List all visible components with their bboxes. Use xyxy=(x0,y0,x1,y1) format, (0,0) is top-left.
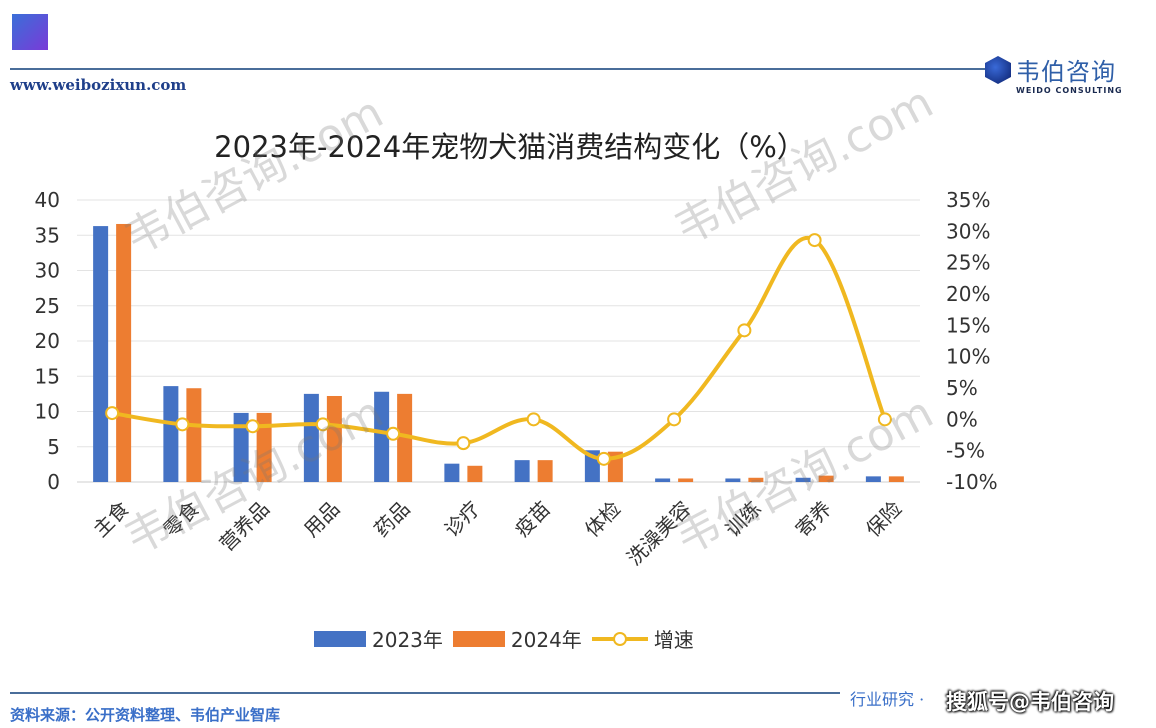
bar-2024 xyxy=(116,223,132,482)
growth-point xyxy=(105,406,120,421)
y-right-tick-label: 10% xyxy=(946,345,990,369)
x-tick-label: 主食 xyxy=(88,496,133,541)
legend-2023: 2023年 xyxy=(314,624,443,653)
x-tick-label: 训练 xyxy=(721,496,766,541)
corner-decoration xyxy=(12,14,48,50)
growth-point xyxy=(877,412,892,427)
y-left-tick-label: 20 xyxy=(35,329,60,353)
x-tick-label: 药品 xyxy=(369,496,414,541)
logo-text: 韦伯咨询 xyxy=(1016,58,1116,86)
footer-tagline: 行业研究 · xyxy=(850,690,925,709)
growth-point xyxy=(456,436,471,451)
y-right-tick-label: 20% xyxy=(946,282,990,306)
bar-2024 xyxy=(537,460,553,482)
y-left-tick-label: 15 xyxy=(35,364,60,388)
y-right-tick-label: -10% xyxy=(946,470,998,494)
bar-2023 xyxy=(514,460,530,482)
y-left-tick-label: 10 xyxy=(35,400,60,424)
footer-divider xyxy=(10,692,840,694)
y-right-tick-label: 35% xyxy=(946,188,990,212)
bar-2024 xyxy=(326,395,342,482)
x-tick-label: 保险 xyxy=(861,496,906,541)
x-tick-label: 零食 xyxy=(159,496,204,541)
legend-2024: 2024年 xyxy=(452,624,582,653)
legend-label-growth: 增速 xyxy=(653,628,694,652)
y-right-tick-label: 5% xyxy=(946,376,978,400)
growth-line xyxy=(111,235,887,461)
x-tick-label: 体检 xyxy=(580,496,625,541)
bar-2023 xyxy=(374,391,390,482)
bar-2024 xyxy=(256,412,272,482)
chart-title: 2023年-2024年宠物犬猫消费结构变化（%） xyxy=(214,130,806,164)
y-right-tick-label: -5% xyxy=(946,439,985,463)
bar-2024 xyxy=(678,478,694,482)
bar-2024 xyxy=(467,465,483,482)
growth-point xyxy=(245,419,260,434)
x-tick-label: 寄养 xyxy=(791,496,836,541)
y-left-tick-label: 0 xyxy=(47,470,60,494)
growth-point xyxy=(667,412,682,427)
legend: 2023年 2024年 增速 xyxy=(314,624,704,653)
header-divider xyxy=(10,68,985,70)
growth-point xyxy=(526,412,541,427)
growth-point xyxy=(386,426,401,441)
bar-2024 xyxy=(748,477,764,482)
bar-2024 xyxy=(888,476,904,482)
bar-2024 xyxy=(818,475,834,482)
bar-2023 xyxy=(233,412,249,482)
bar-2023 xyxy=(163,386,179,482)
y-right-tick-label: 15% xyxy=(946,313,990,337)
bar-2023 xyxy=(444,463,460,482)
x-tick-label: 营养品 xyxy=(215,496,274,555)
bar-2023 xyxy=(93,226,109,482)
growth-point xyxy=(737,323,752,338)
y-right-tick-label: 0% xyxy=(946,407,978,431)
legend-swatch-2024 xyxy=(452,630,505,647)
x-tick-label: 用品 xyxy=(299,496,344,541)
y-right-tick-label: 30% xyxy=(946,219,990,243)
x-tick-label: 疫苗 xyxy=(510,496,555,541)
y-left-tick-label: 35 xyxy=(35,223,60,247)
y-left-tick-label: 40 xyxy=(35,188,60,212)
legend-growth: 增速 xyxy=(591,624,694,653)
bar-2024 xyxy=(397,393,413,482)
source-note: 资料来源：公开资料整理、韦伯产业智库 xyxy=(10,706,281,724)
bar-2024 xyxy=(186,388,202,482)
y-right-tick-label: 25% xyxy=(946,251,990,275)
legend-label-2023: 2023年 xyxy=(372,628,443,652)
website-url: www.weibozixun.com xyxy=(10,76,187,94)
y-left-tick-label: 25 xyxy=(35,294,60,318)
legend-swatch-2023 xyxy=(314,630,366,647)
bar-2023 xyxy=(795,477,811,482)
y-left-tick-label: 30 xyxy=(35,259,60,283)
sohu-watermark: 搜狐号@韦伯咨询 xyxy=(946,690,1114,714)
x-tick-label: 诊疗 xyxy=(440,496,485,541)
x-tick-label: 洗澡美容 xyxy=(622,496,696,570)
growth-point xyxy=(596,451,611,466)
growth-point xyxy=(315,417,330,432)
growth-point xyxy=(807,233,822,248)
bar-2023 xyxy=(725,478,741,482)
bar-2023 xyxy=(303,393,319,482)
bar-2023 xyxy=(655,478,671,482)
y-left-tick-label: 5 xyxy=(47,435,60,459)
legend-line-marker xyxy=(591,631,648,646)
bar-2023 xyxy=(865,476,881,482)
logo-subtext: WEIDO CONSULTING xyxy=(1016,86,1123,95)
growth-point xyxy=(175,417,190,432)
legend-label-2024: 2024年 xyxy=(510,628,582,652)
